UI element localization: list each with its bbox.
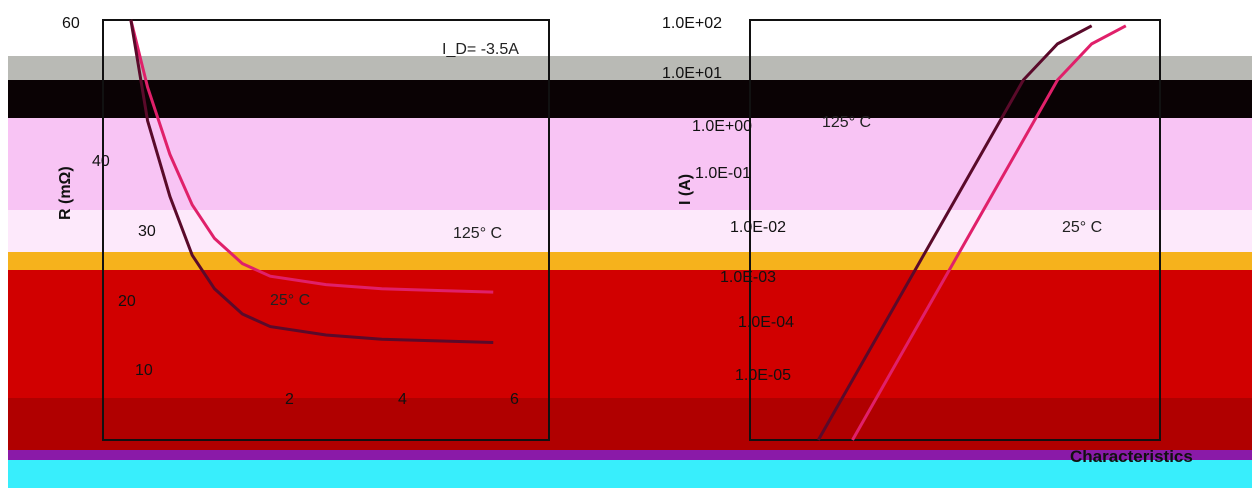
band-darkred <box>8 398 1252 450</box>
left-ytick-60: 60 <box>62 15 80 32</box>
right-ytick-1e00: 1.0E+00 <box>692 118 752 135</box>
left-curves <box>129 19 494 345</box>
band-orange <box>8 252 1252 270</box>
left-xtick-4: 4 <box>398 391 407 408</box>
left-annotation-id: I_D= -3.5A <box>442 41 519 58</box>
right-ytick-1e-02: 1.0E-02 <box>730 219 786 236</box>
right-curve-125c <box>817 24 1093 441</box>
band-gray <box>8 56 1252 80</box>
right-curves <box>817 24 1127 441</box>
right-ytick-1e02: 1.0E+02 <box>662 15 722 32</box>
band-pink <box>8 118 1252 210</box>
left-ytick-20: 20 <box>118 293 136 310</box>
left-annotation-125c: 125° C <box>453 225 502 242</box>
figure-caption: Characteristics <box>1070 447 1193 466</box>
left-ytick-40: 40 <box>92 153 110 170</box>
right-ytick-1e-05: 1.0E-05 <box>735 367 791 384</box>
right-annotation-125c: 125° C <box>822 114 871 131</box>
right-ytick-1e-04: 1.0E-04 <box>738 314 794 331</box>
band-cyan <box>8 460 1252 488</box>
band-black <box>8 80 1252 118</box>
left-ytick-30: 30 <box>138 223 156 240</box>
right-annotation-25c: 25° C <box>1062 219 1102 236</box>
left-curve-25c <box>129 19 494 345</box>
left-annotation-25c: 25° C <box>270 292 310 309</box>
left-ytick-10: 10 <box>135 362 153 379</box>
band-pink-light <box>8 210 1252 252</box>
left-plot-frame <box>102 19 550 441</box>
right-ytick-1e-01: 1.0E-01 <box>695 165 751 182</box>
right-chart: 1.0E+02 1.0E+01 1.0E+00 1.0E-01 1.0E-02 … <box>662 15 1161 441</box>
right-ytick-1e01: 1.0E+01 <box>662 65 722 82</box>
left-curve-125c <box>129 19 494 294</box>
right-ytick-1e-03: 1.0E-03 <box>720 269 776 286</box>
right-plot-frame <box>749 19 1161 441</box>
right-ylabel: I (A) <box>677 174 694 205</box>
left-ylabel: R (mΩ) <box>57 166 74 220</box>
left-chart: 60 40 30 20 10 2 4 6 R (mΩ) I_D= -3.5A 1… <box>57 15 550 441</box>
left-xtick-2: 2 <box>285 391 294 408</box>
band-purple <box>8 450 1252 460</box>
right-curve-25c <box>851 24 1127 441</box>
left-xtick-6: 6 <box>510 391 519 408</box>
